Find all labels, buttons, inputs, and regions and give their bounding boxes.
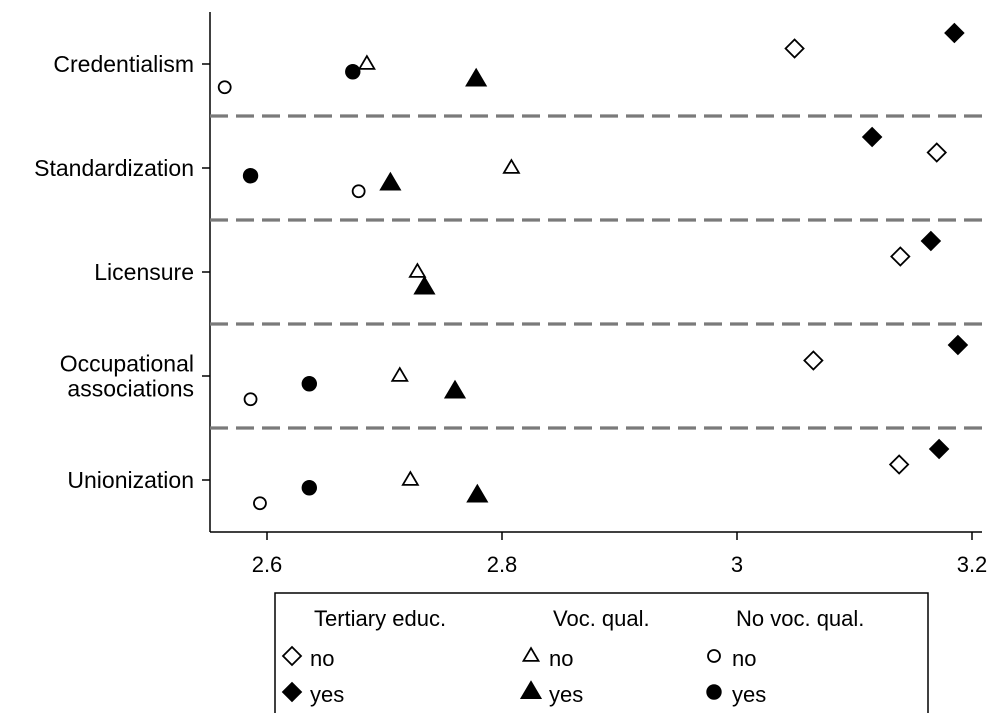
data-point <box>303 377 317 391</box>
data-point <box>891 248 909 266</box>
data-point <box>467 69 486 85</box>
data-point <box>786 40 804 58</box>
y-tick-label: associations <box>67 376 194 402</box>
data-point <box>504 160 519 173</box>
y-ticks: Credentialism Standardization Licensure Occ… <box>34 51 210 493</box>
category-separators <box>210 116 987 428</box>
data-point <box>254 497 266 509</box>
x-tick-label: 2.8 <box>487 552 518 577</box>
legend-group-title: Voc. qual. <box>553 606 650 631</box>
data-point <box>930 440 948 458</box>
legend-label: no <box>732 646 756 671</box>
legend-group-title: No voc. qual. <box>736 606 864 631</box>
data-point <box>890 456 908 474</box>
legend-label: yes <box>310 682 344 707</box>
data-point <box>804 352 822 370</box>
data-point <box>415 277 434 293</box>
data-point <box>245 393 257 405</box>
y-tick-label: Unionization <box>67 467 194 493</box>
data-point <box>446 381 465 397</box>
data-point <box>922 232 940 250</box>
data-point <box>346 65 360 79</box>
x-tick-label: 2.6 <box>252 552 283 577</box>
data-point <box>381 173 400 189</box>
data-points <box>219 24 967 509</box>
data-point <box>303 481 317 495</box>
y-tick-label: Licensure <box>94 259 194 285</box>
data-point <box>359 56 374 69</box>
legend: Tertiary educ. no yes Voc. qual. no yes No voc… <box>275 593 928 713</box>
x-tick-label: 3 <box>731 552 743 577</box>
y-tick-label: Occupational <box>60 351 194 377</box>
y-tick-label: Credentialism <box>53 51 194 77</box>
legend-label: no <box>549 646 573 671</box>
legend-marker <box>707 685 721 699</box>
data-point <box>945 24 963 42</box>
y-tick-label: Standardization <box>34 155 194 181</box>
x-ticks: 2.6 2.8 3 3.2 <box>252 532 988 577</box>
legend-group-title: Tertiary educ. <box>314 606 446 631</box>
data-point <box>353 185 365 197</box>
data-point <box>219 81 231 93</box>
legend-label: yes <box>549 682 583 707</box>
data-point <box>410 264 425 277</box>
legend-label: no <box>310 646 334 671</box>
data-point <box>928 144 946 162</box>
data-point <box>392 368 407 381</box>
data-point <box>468 485 487 501</box>
data-point <box>949 336 967 354</box>
legend-label: yes <box>732 682 766 707</box>
data-point <box>863 128 881 146</box>
data-point <box>403 472 418 485</box>
x-tick-label: 3.2 <box>957 552 988 577</box>
data-point <box>244 169 258 183</box>
axes <box>210 12 982 532</box>
legend-marker <box>708 650 720 662</box>
